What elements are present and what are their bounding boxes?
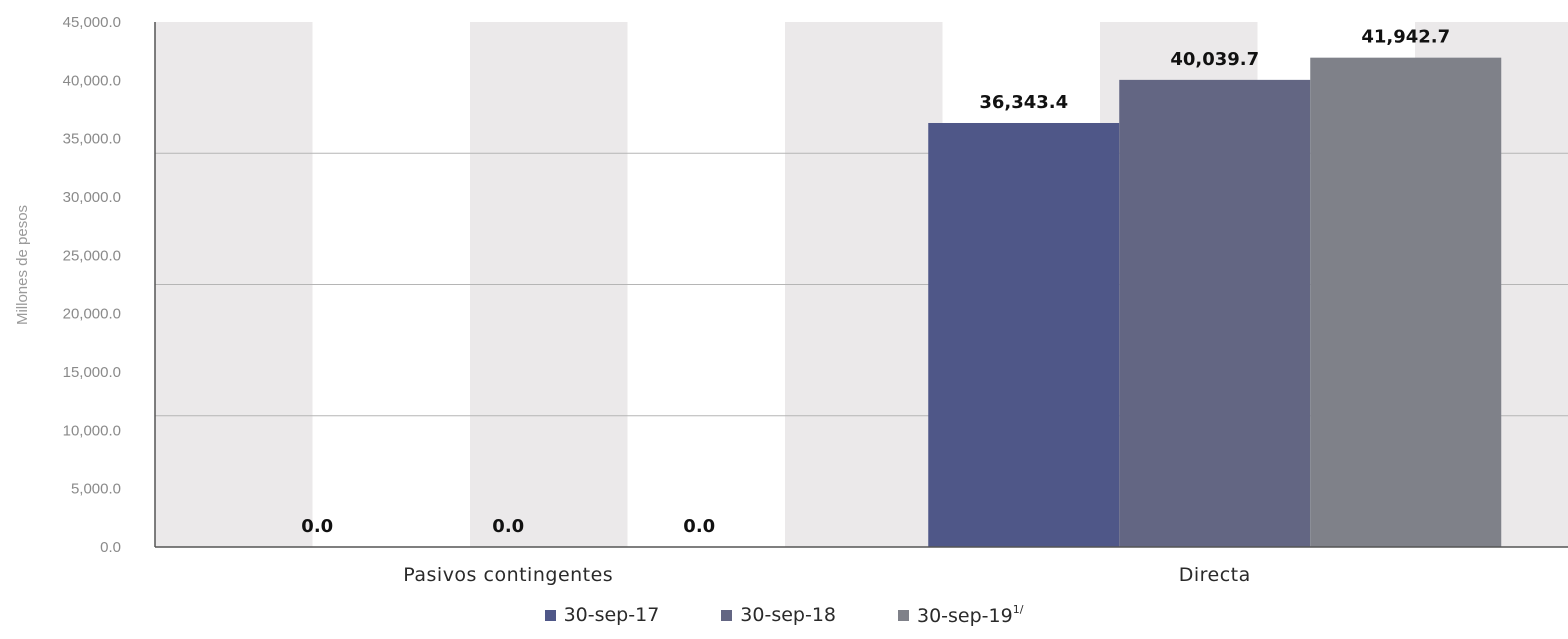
legend-footnote: 1/ bbox=[1012, 603, 1024, 616]
legend-item: 30-sep-191/ bbox=[898, 603, 1023, 627]
y-tick-label: 35,000.0 bbox=[63, 131, 121, 148]
bar bbox=[928, 122, 1120, 548]
data-label: 40,039.7 bbox=[1170, 49, 1259, 70]
y-tick-label: 25,000.0 bbox=[63, 247, 121, 264]
data-label: 0.0 bbox=[301, 516, 333, 537]
bar bbox=[1310, 57, 1502, 548]
y-axis-ticks: 0.0 5,000.0 10,000.0 15,000.0 20,000.0 25,000… bbox=[63, 14, 121, 556]
x-tick-label: Pasivos contingentes bbox=[403, 564, 613, 586]
data-label: 41,942.7 bbox=[1361, 27, 1450, 48]
y-tick-label: 0.0 bbox=[100, 539, 121, 556]
bar bbox=[1119, 79, 1311, 547]
bars bbox=[928, 57, 1502, 548]
legend-swatch bbox=[721, 609, 733, 621]
legend-label: 30-sep-18 bbox=[740, 604, 836, 626]
y-tick-label: 5,000.0 bbox=[71, 481, 121, 498]
legend-label: 30-sep-191/ bbox=[917, 603, 1024, 627]
data-labels: 0.0 0.0 0.0 36,343.4 40,039.7 41,942.7 bbox=[301, 27, 1450, 537]
data-label: 0.0 bbox=[683, 516, 715, 537]
y-tick-label: 20,000.0 bbox=[63, 306, 121, 323]
y-tick-label: 30,000.0 bbox=[63, 189, 121, 206]
legend-swatch bbox=[544, 609, 556, 621]
x-axis-categories: Pasivos contingentes Directa bbox=[403, 564, 1251, 586]
legend-swatch bbox=[898, 609, 909, 621]
y-tick-label: 10,000.0 bbox=[63, 422, 121, 439]
legend-item: 30-sep-17 bbox=[544, 604, 660, 626]
bar-chart: 0.0 5,000.0 10,000.0 15,000.0 20,000.0 25,000… bbox=[14, 14, 1568, 586]
data-label: 36,343.4 bbox=[979, 92, 1068, 113]
legend: 30-sep-17 30-sep-18 30-sep-191/ bbox=[0, 600, 1568, 630]
legend-item: 30-sep-18 bbox=[721, 604, 836, 626]
y-tick-label: 45,000.0 bbox=[63, 14, 121, 31]
data-label: 0.0 bbox=[492, 516, 524, 537]
legend-label: 30-sep-17 bbox=[563, 604, 660, 626]
x-tick-label: Directa bbox=[1179, 564, 1251, 586]
y-tick-label: 15,000.0 bbox=[63, 364, 121, 381]
y-tick-label: 40,000.0 bbox=[63, 72, 121, 89]
y-axis-title: Millones de pesos bbox=[14, 205, 31, 325]
